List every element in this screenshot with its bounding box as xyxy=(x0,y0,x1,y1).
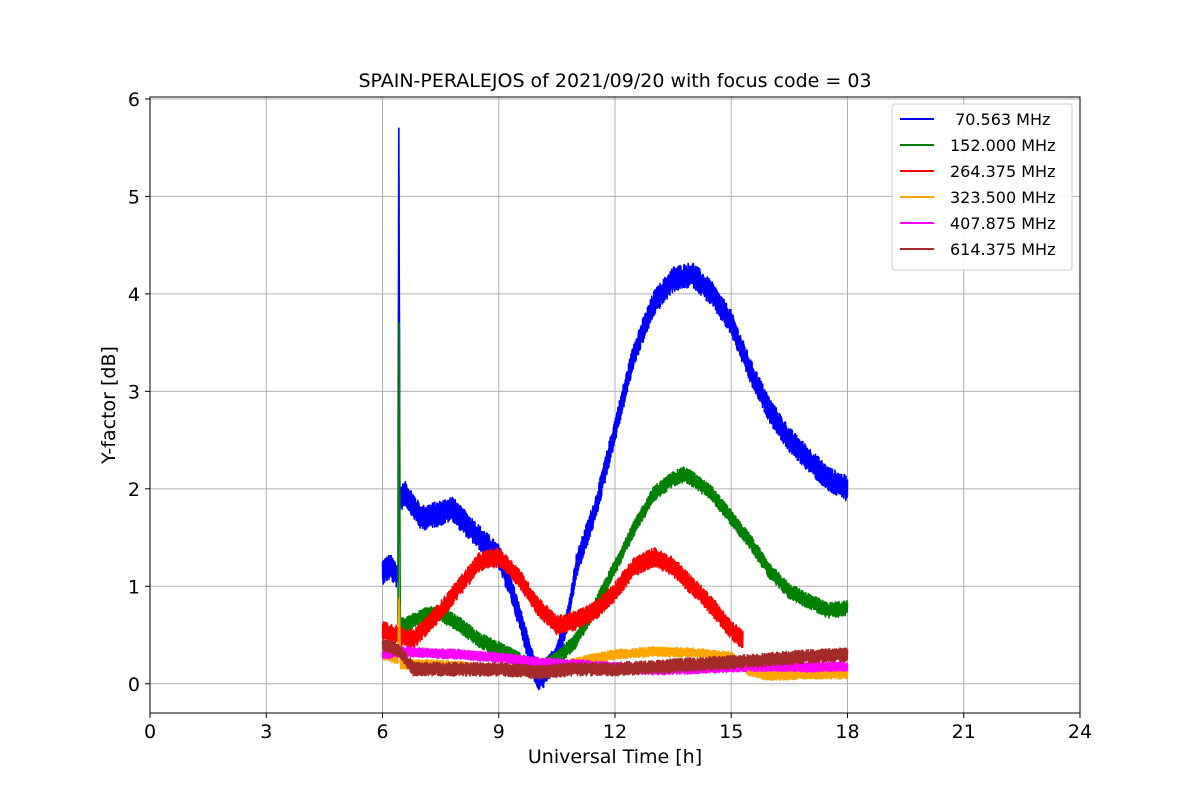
y-tick-label: 5 xyxy=(128,186,140,208)
series-lines xyxy=(381,127,849,691)
x-tick-label: 18 xyxy=(835,721,859,743)
x-tick-label: 24 xyxy=(1068,721,1092,743)
legend-label: 264.375 MHz xyxy=(950,162,1055,181)
grid xyxy=(149,97,1081,713)
chart-title: SPAIN-PERALEJOS of 2021/09/20 with focus… xyxy=(358,70,871,92)
legend: 70.563 MHz 152.000 MHz 264.375 MHz 323.500 … xyxy=(891,103,1073,271)
x-tick-label: 12 xyxy=(603,721,627,743)
y-tick-label: 6 xyxy=(128,89,140,111)
x-tick-label: 21 xyxy=(952,721,976,743)
y-tick-label: 0 xyxy=(128,674,140,696)
legend-label: 323.500 MHz xyxy=(950,188,1055,207)
legend-box xyxy=(891,103,1073,271)
series-line xyxy=(381,597,849,681)
series-line xyxy=(397,322,849,677)
x-tick-label: 3 xyxy=(260,721,272,743)
x-tick-label: 15 xyxy=(719,721,743,743)
y-tick-label: 3 xyxy=(128,381,140,403)
x-tick-label: 9 xyxy=(493,721,505,743)
series-line xyxy=(381,638,849,680)
y-axis-label: Y-factor [dB] xyxy=(98,346,120,465)
series-line xyxy=(381,547,744,650)
y-tick-label: 4 xyxy=(128,284,140,306)
legend-label: 70.563 MHz xyxy=(950,110,1050,129)
x-tick-label: 6 xyxy=(376,721,388,743)
y-tick-label: 1 xyxy=(128,576,140,598)
x-tick-label: 0 xyxy=(144,721,156,743)
legend-label: 152.000 MHz xyxy=(950,136,1055,155)
legend-label: 407.875 MHz xyxy=(950,214,1055,233)
legend-label: 614.375 MHz xyxy=(950,240,1055,259)
x-axis-label: Universal Time [h] xyxy=(528,746,702,768)
y-tick-label: 2 xyxy=(128,479,140,501)
